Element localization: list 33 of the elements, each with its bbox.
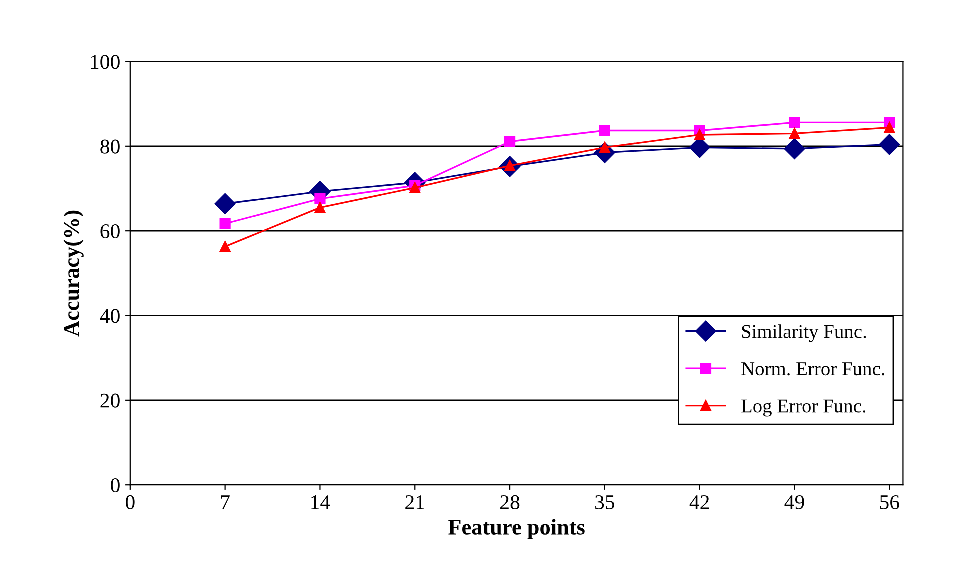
x-tick-label: 35: [596, 495, 615, 510]
point: [789, 117, 800, 128]
x-tick-label: 56: [880, 495, 900, 510]
point: [884, 122, 896, 134]
point: [314, 193, 326, 204]
x-tick-label: 42: [690, 495, 710, 510]
point: [694, 129, 706, 141]
point: [789, 128, 800, 140]
point: [784, 138, 806, 160]
y-tick-label: 100: [91, 55, 120, 70]
x-tick-label: 21: [406, 495, 424, 510]
point: [220, 241, 231, 252]
point: [504, 136, 516, 148]
x-tick-label: 7: [221, 496, 230, 510]
legend-label: Norm. Error Func.: [742, 362, 884, 376]
x-tick-label: 49: [784, 495, 804, 510]
x-tick-label: 0: [126, 495, 135, 510]
point: [220, 218, 231, 230]
x-tick-label: 14: [312, 496, 330, 510]
point: [599, 125, 610, 136]
y-tick-label: 20: [100, 394, 120, 408]
y-axis-title: Accuracy(%): [64, 210, 84, 337]
x-tick-label: 28: [500, 495, 520, 510]
y-tick-label: 60: [100, 224, 120, 239]
y-tick-label: 40: [100, 309, 120, 324]
y-tick-label: 80: [100, 140, 120, 154]
y-tick-label: 0: [111, 478, 120, 493]
point: [214, 193, 236, 215]
legend-label: Log Error Func.: [742, 400, 866, 417]
legend-label: Similarity Func.: [742, 324, 866, 342]
point: [314, 202, 326, 214]
x-axis-title: Feature points: [448, 519, 585, 540]
point: [879, 134, 900, 156]
